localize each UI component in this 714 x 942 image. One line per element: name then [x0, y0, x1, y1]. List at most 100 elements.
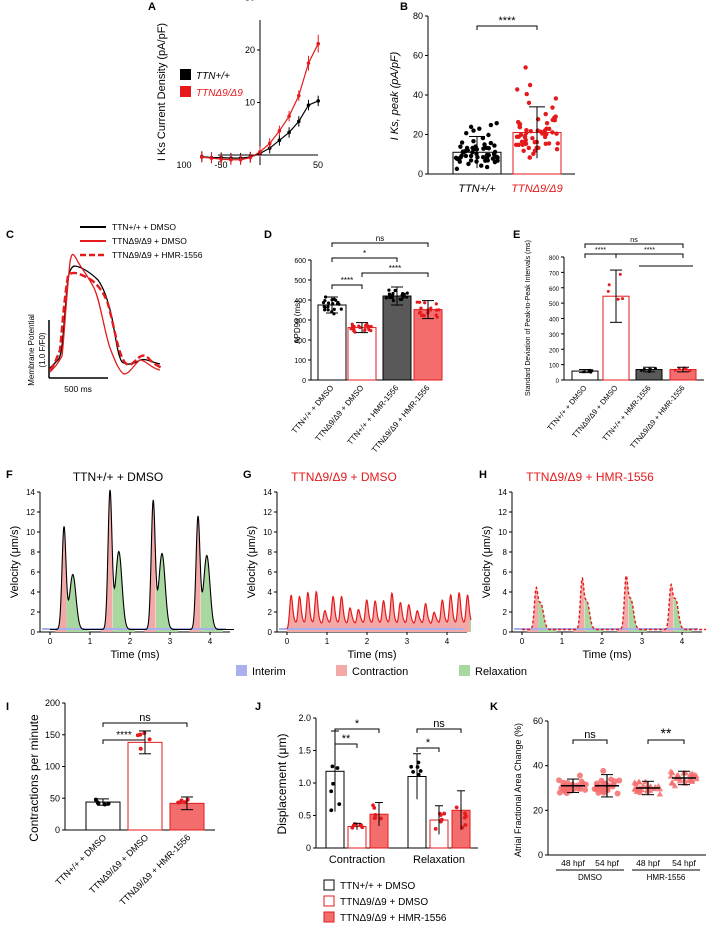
panel-k-point: [667, 768, 675, 774]
legend-swatch-interim: [236, 665, 247, 676]
panel-b-point: [482, 142, 487, 147]
panel-i-y-label: Contractions per minute: [27, 714, 41, 842]
panel-j-category-label: Relaxation: [413, 854, 465, 866]
panel-d-sig-bracket: [331, 257, 398, 262]
f-plot-y-tick-label: 8: [31, 548, 36, 557]
panel-b-point: [550, 130, 555, 135]
panel-d-point: [339, 307, 343, 311]
panel-j-point: [411, 769, 415, 774]
panel-d-point: [434, 308, 439, 312]
panel-b-point: [486, 132, 491, 138]
panel-b-point: [458, 144, 463, 149]
f-plot-phase-fill: [156, 553, 178, 632]
panel-b-point: [471, 128, 476, 133]
panel-b-point: [455, 156, 460, 162]
h-plot-phase-fill: [617, 575, 629, 632]
legend-swatch-black: [180, 69, 191, 80]
panel-d-point: [326, 305, 330, 309]
panel-j-point: [438, 813, 443, 817]
panel-j-point: [330, 764, 335, 769]
panel-k-group-label: HMR-1556: [647, 873, 686, 882]
panel-b-y-tick-label: 0: [418, 169, 423, 179]
panel-e-point: [606, 289, 610, 293]
panel-j-point: [433, 826, 438, 831]
panel-e-point: [673, 368, 677, 372]
panel-b-point: [488, 140, 494, 146]
h-plot-phase-fill: [673, 596, 692, 632]
panel-a-xtick-50: 50: [313, 160, 323, 170]
panel-letter-f: F: [6, 469, 13, 481]
panel-k-point: [556, 789, 563, 796]
panel-j-point: [331, 781, 335, 786]
panel-d-y-tick-label: 400: [294, 298, 306, 305]
panel-d-point: [401, 295, 405, 299]
f-plot-phase-fill: [66, 573, 89, 632]
panel-j-y-tick-label: 1.0: [298, 778, 311, 788]
panel-b-point: [523, 65, 528, 70]
panel-e-sig-bracket: [615, 253, 684, 258]
g-plot-y-tick-label: 14: [263, 488, 272, 497]
panel-e-point: [654, 366, 658, 370]
panel-j-sig-bracket: [334, 743, 358, 748]
panel-k-category-label: 54 hpf: [595, 858, 619, 868]
g-plot-y-label: Velocity (μm/s): [246, 526, 258, 598]
panel-letter-a: A: [148, 1, 156, 13]
panel-d-point: [422, 314, 426, 318]
panel-e-point: [607, 283, 611, 287]
panel-b-point: [474, 151, 479, 156]
panel-k-point: [565, 785, 572, 792]
panel-k-sig-label: **: [661, 725, 672, 741]
panel-i-bar: [127, 741, 163, 831]
panel-d-y-label: APD90 (ms): [293, 300, 302, 344]
legend-c-mut-dmso: TTNΔ9/Δ9 + DMSO: [112, 236, 187, 246]
panel-b-sig-label: ****: [498, 15, 516, 27]
panel-j-y-tick-label: 0.5: [298, 811, 311, 821]
panel-j-point: [379, 816, 383, 821]
panel-d-y-tick-label: 300: [294, 318, 306, 325]
panel-d-point: [363, 328, 367, 333]
panel-i-bar: [85, 801, 121, 831]
panel-j-sig-label: *: [355, 718, 360, 730]
panel-j-point: [335, 766, 340, 770]
g-plot-y-tick-label: 6: [268, 568, 273, 577]
panel-a-legend: TTN+/+ TTNΔ9/Δ9: [180, 69, 243, 99]
h-plot-phase-fill: [538, 598, 557, 632]
g-plot-phase-fill: [299, 592, 311, 632]
panel-b-point: [464, 130, 469, 136]
legend-j-hmr: TTNΔ9/Δ9 + HMR-1556: [340, 913, 447, 924]
panel-d-point: [435, 315, 439, 319]
panel-a-point: [297, 119, 301, 124]
panel-letter-h: H: [479, 469, 487, 481]
panel-j-point: [373, 815, 378, 820]
panel-j-point: [373, 813, 378, 817]
f-plot-x-tick-label: 4: [208, 637, 213, 646]
panel-b-y-tick-label: 60: [413, 51, 423, 61]
legend-swatch-relaxation: [459, 665, 470, 676]
trace-mut-hmr: [49, 271, 163, 371]
panel-e-point: [688, 369, 692, 373]
panel-i-point: [142, 731, 147, 736]
h-plot-y-tick-label: 2: [503, 608, 508, 617]
panel-i: I Contractions per minute 0 50 100 150 200 TT…: [6, 698, 215, 907]
panel-b-point: [468, 158, 474, 163]
panel-b-point: [546, 141, 552, 146]
panel-e-sig-label: ****: [644, 247, 655, 254]
panel-k-point: [575, 785, 582, 792]
panel-e-y-tick-label: 300: [549, 333, 560, 339]
legend-relaxation: Relaxation: [475, 666, 527, 678]
panel-d-sig-label: *: [363, 249, 366, 258]
panel-e-sig-bracket: [584, 243, 684, 248]
g-plot-phase-fill: [459, 592, 470, 632]
panel-b-point: [492, 143, 497, 148]
panel-k-point: [600, 767, 607, 774]
panel-j-point: [454, 805, 459, 810]
panel-j-point: [442, 811, 447, 816]
f-plot-x-label: Time (ms): [110, 649, 159, 661]
panel-i-y-tick-label: 150: [45, 730, 60, 740]
panel-k-y-label: Atrial Fractional Area Change (%): [513, 723, 523, 857]
legend-j-mut: TTNΔ9/Δ9 + DMSO: [340, 897, 428, 908]
panel-b-point: [543, 111, 548, 117]
